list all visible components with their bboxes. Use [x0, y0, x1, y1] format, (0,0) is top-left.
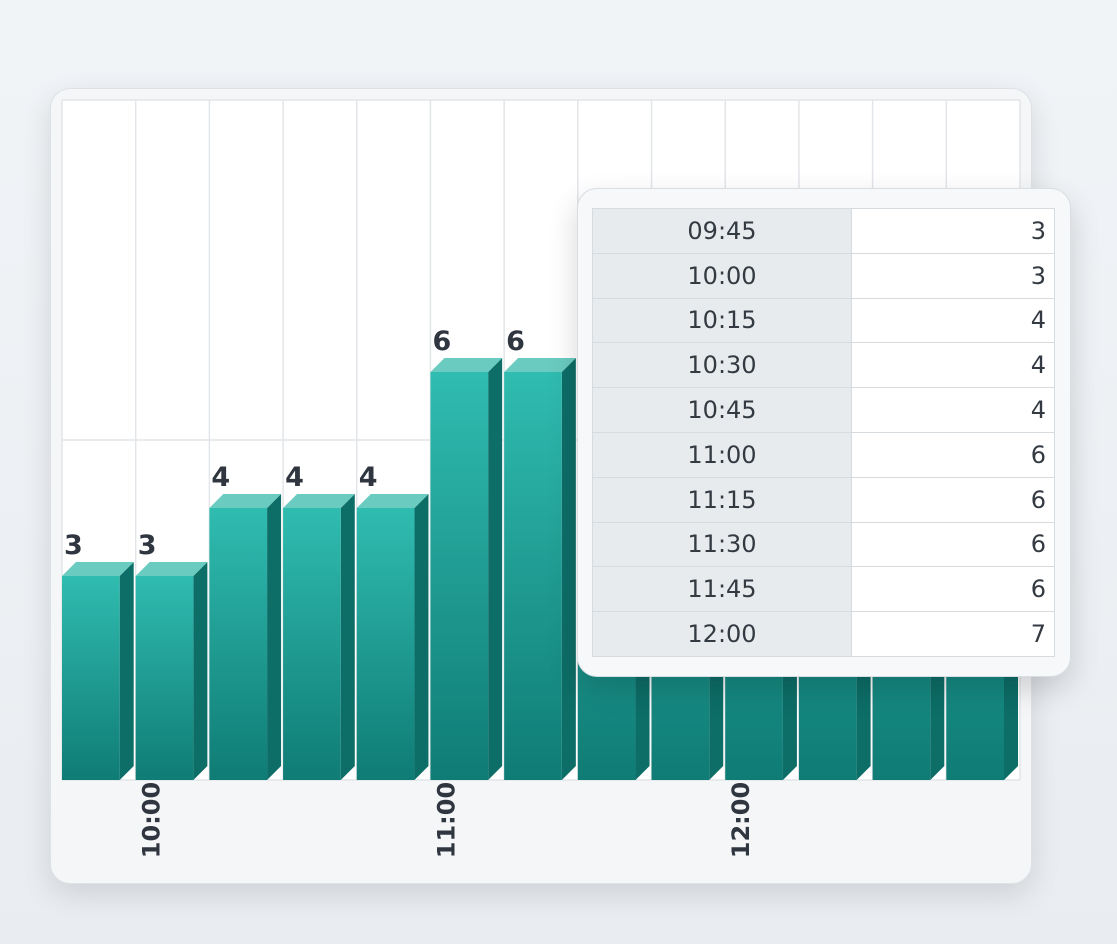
time-cell: 09:45	[592, 208, 852, 254]
table-row: 10:15 4	[592, 297, 1055, 344]
bar	[356, 508, 415, 780]
table-row: 10:00 3	[592, 252, 1055, 299]
bar-side	[340, 494, 355, 780]
bar	[62, 576, 120, 780]
bar	[283, 508, 341, 780]
time-cell: 11:45	[592, 566, 852, 613]
time-cell: 10:15	[592, 297, 852, 344]
data-label: 4	[285, 462, 304, 493]
x-tick-label: 11:00	[432, 782, 460, 858]
data-label: 4	[359, 462, 378, 493]
time-cell: 11:00	[592, 431, 852, 478]
time-cell: 11:15	[592, 476, 852, 523]
bar-side	[267, 494, 282, 780]
x-tick-label: 12:00	[727, 782, 755, 858]
value-cell: 6	[851, 476, 1055, 523]
value-cell: 6	[851, 431, 1055, 478]
table-row: 11:00 6	[592, 431, 1055, 478]
table-row: 10:30 4	[592, 342, 1055, 389]
value-cell: 3	[851, 252, 1055, 299]
time-cell: 10:45	[592, 387, 852, 433]
table-row: 11:15 6	[592, 476, 1055, 523]
table-row: 11:30 6	[592, 521, 1055, 568]
bar-side	[193, 562, 208, 780]
bar-side	[414, 494, 429, 780]
data-table-card: 09:45 3 10:00 3 10:15 4 10:30 4 10:45 4 11:00 6 11:1…	[577, 188, 1071, 677]
data-label: 4	[211, 462, 230, 493]
table-row: 11:45 6	[592, 566, 1055, 613]
table-row: 12:00 7	[592, 611, 1055, 657]
time-cell: 11:30	[592, 521, 852, 568]
bar-side	[561, 358, 576, 780]
data-table: 09:45 3 10:00 3 10:15 4 10:30 4 10:45 4 11:00 6 11:1…	[592, 208, 1055, 657]
time-cell: 10:30	[592, 342, 852, 389]
bar-top	[283, 494, 355, 508]
bar	[209, 508, 268, 780]
bar-side	[488, 358, 503, 780]
bar	[430, 372, 489, 780]
value-cell: 7	[851, 611, 1055, 657]
value-cell: 6	[851, 566, 1055, 613]
value-cell: 3	[851, 208, 1055, 254]
table-row: 09:45 3	[592, 208, 1055, 254]
value-cell: 4	[851, 387, 1055, 433]
bar	[504, 372, 562, 780]
data-label: 6	[432, 326, 451, 357]
value-cell: 4	[851, 342, 1055, 389]
data-label: 3	[64, 530, 83, 561]
bar-top	[62, 562, 134, 576]
bar-top	[356, 494, 429, 508]
bar-top	[430, 358, 503, 372]
bar-top	[504, 358, 576, 372]
value-cell: 6	[851, 521, 1055, 568]
bar-top	[209, 494, 282, 508]
table-row: 10:45 4	[592, 387, 1055, 433]
x-tick-label: 10:00	[138, 782, 166, 858]
time-cell: 10:00	[592, 252, 852, 299]
bar-top	[135, 562, 208, 576]
bar-side	[119, 562, 134, 780]
bar	[135, 576, 194, 780]
data-label: 3	[138, 530, 157, 561]
time-cell: 12:00	[592, 611, 852, 657]
value-cell: 4	[851, 297, 1055, 344]
data-label: 6	[506, 326, 525, 357]
